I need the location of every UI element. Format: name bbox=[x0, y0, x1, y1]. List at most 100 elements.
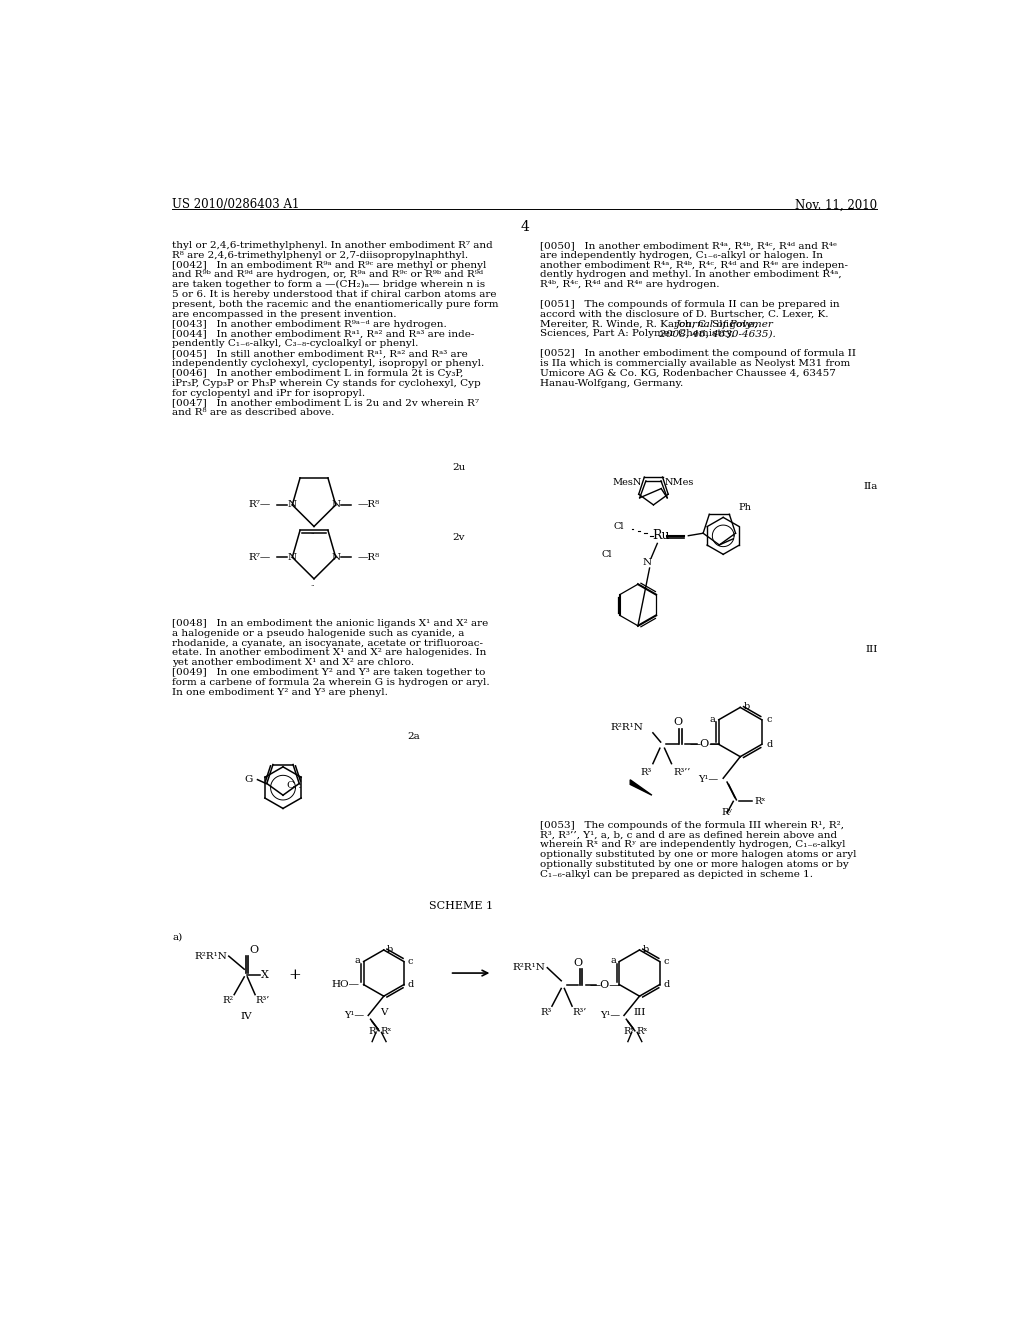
Text: rhodanide, a cyanate, an isocyanate, acetate or trifluoroac-: rhodanide, a cyanate, an isocyanate, ace… bbox=[172, 639, 483, 648]
Text: R²R¹N: R²R¹N bbox=[195, 952, 227, 961]
Text: Y¹—: Y¹— bbox=[698, 775, 719, 784]
Text: 4: 4 bbox=[520, 220, 529, 234]
Text: etate. In another embodiment X¹ and X² are halogenides. In: etate. In another embodiment X¹ and X² a… bbox=[172, 648, 486, 657]
Text: C₁₋₆-alkyl can be prepared as depicted in scheme 1.: C₁₋₆-alkyl can be prepared as depicted i… bbox=[541, 870, 813, 879]
Text: R²: R² bbox=[222, 997, 233, 1005]
Text: Mereiter, R. Winde, R. Karch, C. Slugove,: Mereiter, R. Winde, R. Karch, C. Slugove… bbox=[541, 319, 761, 329]
Text: —O—: —O— bbox=[689, 739, 721, 750]
Text: [0049]   In one embodiment Y² and Y³ are taken together to: [0049] In one embodiment Y² and Y³ are t… bbox=[172, 668, 485, 677]
Text: are independently hydrogen, C₁₋₆-alkyl or halogen. In: are independently hydrogen, C₁₋₆-alkyl o… bbox=[541, 251, 823, 260]
Text: 2v: 2v bbox=[452, 533, 465, 543]
Text: Cl: Cl bbox=[613, 521, 624, 531]
Text: d: d bbox=[408, 981, 414, 989]
Text: IV: IV bbox=[240, 1011, 252, 1020]
Text: [0050]   In another embodiment R⁴ᵃ, R⁴ᵇ, R⁴ᶜ, R⁴ᵈ and R⁴ᵉ: [0050] In another embodiment R⁴ᵃ, R⁴ᵇ, R… bbox=[541, 240, 838, 249]
Text: HO—: HO— bbox=[332, 981, 359, 989]
Text: In one embodiment Y² and Y³ are phenyl.: In one embodiment Y² and Y³ are phenyl. bbox=[172, 688, 388, 697]
Text: Rˣ: Rˣ bbox=[380, 1027, 392, 1036]
Text: independently cyclohexyl, cyclopentyl, isopropyl or phenyl.: independently cyclohexyl, cyclopentyl, i… bbox=[172, 359, 484, 368]
Text: V: V bbox=[380, 1007, 387, 1016]
Text: 5 or 6. It is hereby understood that if chiral carbon atoms are: 5 or 6. It is hereby understood that if … bbox=[172, 290, 497, 300]
Text: N: N bbox=[643, 558, 652, 568]
Text: c: c bbox=[664, 957, 669, 966]
Text: a: a bbox=[354, 957, 360, 965]
Text: O: O bbox=[673, 718, 682, 727]
Text: thyl or 2,4,6-trimethylphenyl. In another embodiment R⁷ and: thyl or 2,4,6-trimethylphenyl. In anothe… bbox=[172, 240, 493, 249]
Text: another embodiment R⁴ᵃ, R⁴ᵇ, R⁴ᶜ, R⁴ᵈ and R⁴ᵉ are indepen-: another embodiment R⁴ᵃ, R⁴ᵇ, R⁴ᶜ, R⁴ᵈ an… bbox=[541, 260, 848, 269]
Text: R³’’: R³’’ bbox=[673, 768, 690, 777]
Text: R²R¹N: R²R¹N bbox=[610, 723, 644, 731]
Text: G: G bbox=[245, 775, 253, 784]
Text: present, both the racemic and the enantiomerically pure form: present, both the racemic and the enanti… bbox=[172, 300, 499, 309]
Text: O: O bbox=[250, 945, 259, 956]
Text: C :: C : bbox=[287, 781, 302, 791]
Text: b: b bbox=[743, 702, 750, 711]
Text: Sciences, Part A: Polymer Chemistry,: Sciences, Part A: Polymer Chemistry, bbox=[541, 330, 734, 338]
Text: a: a bbox=[610, 957, 616, 965]
Text: O: O bbox=[573, 958, 583, 968]
Text: a: a bbox=[710, 714, 716, 723]
Text: N: N bbox=[288, 553, 297, 562]
Text: MesN: MesN bbox=[612, 478, 642, 487]
Text: is IIa which is commercially available as Neolyst M31 from: is IIa which is commercially available a… bbox=[541, 359, 851, 368]
Text: [0042]   In an embodiment R⁹ᵃ and R⁹ᶜ are methyl or phenyl: [0042] In an embodiment R⁹ᵃ and R⁹ᶜ are … bbox=[172, 260, 486, 269]
Text: 2008, 46, 4630-4635).: 2008, 46, 4630-4635). bbox=[656, 330, 776, 338]
Text: yet another embodiment X¹ and X² are chloro.: yet another embodiment X¹ and X² are chl… bbox=[172, 659, 415, 668]
Text: [0053]   The compounds of the formula III wherein R¹, R²,: [0053] The compounds of the formula III … bbox=[541, 821, 845, 829]
Text: X: X bbox=[261, 970, 269, 979]
Text: [0046]   In another embodiment L in formula 2t is Cy₃P,: [0046] In another embodiment L in formul… bbox=[172, 368, 464, 378]
Text: Rˣ: Rˣ bbox=[636, 1027, 647, 1036]
Text: dently hydrogen and methyl. In another embodiment R⁴ᵃ,: dently hydrogen and methyl. In another e… bbox=[541, 271, 842, 280]
Text: optionally substituted by one or more halogen atoms or by: optionally substituted by one or more ha… bbox=[541, 861, 849, 869]
Text: [0045]   In still another embodiment Rᵃ¹, Rᵃ² and Rᵃ³ are: [0045] In still another embodiment Rᵃ¹, … bbox=[172, 350, 468, 358]
Text: Y¹—: Y¹— bbox=[344, 1011, 365, 1020]
Text: R⁷—: R⁷— bbox=[249, 500, 270, 510]
Text: [0044]   In another embodiment Rᵃ¹, Rᵃ² and Rᵃ³ are inde-: [0044] In another embodiment Rᵃ¹, Rᵃ² an… bbox=[172, 330, 474, 338]
Text: US 2010/0286403 A1: US 2010/0286403 A1 bbox=[172, 198, 300, 211]
Polygon shape bbox=[630, 780, 652, 795]
Text: R³: R³ bbox=[541, 1007, 552, 1016]
Text: —R⁸: —R⁸ bbox=[357, 500, 380, 510]
Text: R⁴ᵇ, R⁴ᶜ, R⁴ᵈ and R⁴ᵉ are hydrogen.: R⁴ᵇ, R⁴ᶜ, R⁴ᵈ and R⁴ᵉ are hydrogen. bbox=[541, 280, 720, 289]
Text: c: c bbox=[408, 957, 414, 966]
Text: [0051]   The compounds of formula II can be prepared in: [0051] The compounds of formula II can b… bbox=[541, 300, 840, 309]
Text: Umicore AG & Co. KG, Rodenbacher Chaussee 4, 63457: Umicore AG & Co. KG, Rodenbacher Chausse… bbox=[541, 368, 837, 378]
Text: Nov. 11, 2010: Nov. 11, 2010 bbox=[796, 198, 878, 211]
Text: optionally substituted by one or more halogen atoms or aryl: optionally substituted by one or more ha… bbox=[541, 850, 857, 859]
Text: NMes: NMes bbox=[665, 478, 694, 487]
Text: wherein Rˣ and Rʸ are independently hydrogen, C₁₋₆-alkyl: wherein Rˣ and Rʸ are independently hydr… bbox=[541, 841, 846, 849]
Text: Ph: Ph bbox=[738, 503, 751, 512]
Text: b: b bbox=[643, 945, 649, 954]
Text: —R⁸: —R⁸ bbox=[357, 553, 380, 562]
Text: and R⁸ are as described above.: and R⁸ are as described above. bbox=[172, 408, 335, 417]
Text: are encompassed in the present invention.: are encompassed in the present invention… bbox=[172, 310, 396, 319]
Text: and R⁹ᵇ and R⁹ᵈ are hydrogen, or, R⁹ᵃ and R⁹ᶜ or R⁹ᵇ and R⁹ᵈ: and R⁹ᵇ and R⁹ᵈ are hydrogen, or, R⁹ᵃ an… bbox=[172, 271, 483, 280]
Text: form a carbene of formula 2a wherein G is hydrogen or aryl.: form a carbene of formula 2a wherein G i… bbox=[172, 678, 489, 686]
Text: ..: .. bbox=[310, 528, 314, 536]
Text: iPr₃P, Cyp₃P or Ph₃P wherein Cy stands for cyclohexyl, Cyp: iPr₃P, Cyp₃P or Ph₃P wherein Cy stands f… bbox=[172, 379, 481, 388]
Text: a): a) bbox=[172, 932, 182, 941]
Text: R³’: R³’ bbox=[572, 1007, 587, 1016]
Text: b: b bbox=[387, 945, 393, 954]
Text: R²R¹N: R²R¹N bbox=[513, 964, 546, 972]
Text: accord with the disclosure of D. Burtscher, C. Lexer, K.: accord with the disclosure of D. Burtsch… bbox=[541, 310, 828, 319]
Text: [0048]   In an embodiment the anionic ligands X¹ and X² are: [0048] In an embodiment the anionic liga… bbox=[172, 619, 488, 628]
Text: [0047]   In another embodiment L is 2u and 2v wherein R⁷: [0047] In another embodiment L is 2u and… bbox=[172, 399, 479, 408]
Text: pendently C₁₋₆-alkyl, C₃₋₈-cycloalkyl or phenyl.: pendently C₁₋₆-alkyl, C₃₋₈-cycloalkyl or… bbox=[172, 339, 419, 348]
Text: N: N bbox=[288, 500, 297, 510]
Text: Rʸ: Rʸ bbox=[368, 1027, 380, 1036]
Text: 2u: 2u bbox=[452, 462, 465, 471]
Text: for cyclopentyl and iPr for isopropyl.: for cyclopentyl and iPr for isopropyl. bbox=[172, 388, 366, 397]
Text: Rʸ: Rʸ bbox=[624, 1027, 635, 1036]
Text: [0043]   In another embodiment R⁹ᵃ⁻ᵈ are hydrogen.: [0043] In another embodiment R⁹ᵃ⁻ᵈ are h… bbox=[172, 319, 446, 329]
Text: are taken together to form a —(CH₂)ₙ— bridge wherein n is: are taken together to form a —(CH₂)ₙ— br… bbox=[172, 280, 485, 289]
Text: d: d bbox=[664, 981, 670, 989]
Text: R³, R³’’, Y¹, a, b, c and d are as defined herein above and: R³, R³’’, Y¹, a, b, c and d are as defin… bbox=[541, 830, 838, 840]
Text: R⁷—: R⁷— bbox=[249, 553, 270, 562]
Text: +: + bbox=[288, 968, 301, 982]
Text: Rˣ: Rˣ bbox=[755, 797, 766, 805]
Text: —O—: —O— bbox=[590, 979, 622, 990]
Text: R³’: R³’ bbox=[256, 997, 270, 1005]
Text: SCHEME 1: SCHEME 1 bbox=[429, 902, 494, 911]
Text: N: N bbox=[331, 553, 340, 562]
